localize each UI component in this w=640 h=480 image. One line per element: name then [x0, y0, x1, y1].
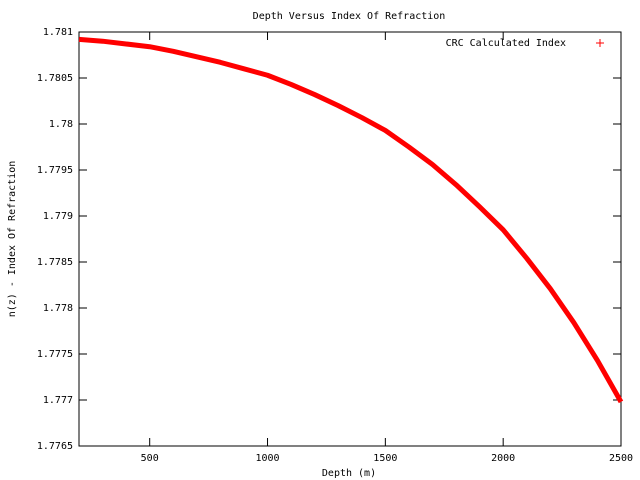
chart-title: Depth Versus Index Of Refraction — [253, 11, 446, 22]
y-tick-label: 1.7805 — [37, 73, 73, 84]
y-tick-label: 1.778 — [43, 303, 73, 314]
y-tick-label: 1.7775 — [37, 349, 73, 360]
y-tick-label: 1.78 — [49, 119, 73, 130]
x-tick-label: 1500 — [373, 453, 397, 464]
x-tick-label: 2500 — [609, 453, 633, 464]
x-tick-label: 2000 — [491, 453, 515, 464]
y-axis-label: n(z) - Index Of Refraction — [7, 161, 18, 318]
plot-frame — [78, 31, 622, 447]
data-line — [78, 36, 624, 404]
y-tick-label: 1.781 — [43, 27, 73, 38]
y-tick-label: 1.7785 — [37, 257, 73, 268]
x-tick-label: 500 — [141, 453, 159, 464]
x-axis-label: Depth (m) — [322, 468, 376, 479]
y-tick-label: 1.779 — [43, 211, 73, 222]
legend-label: CRC Calculated Index — [446, 38, 566, 49]
y-tick-label: 1.777 — [43, 395, 73, 406]
legend-marker — [596, 39, 604, 47]
y-tick-label: 1.7765 — [37, 441, 73, 452]
x-tick-label: 1000 — [255, 453, 279, 464]
y-tick-label: 1.7795 — [37, 165, 73, 176]
